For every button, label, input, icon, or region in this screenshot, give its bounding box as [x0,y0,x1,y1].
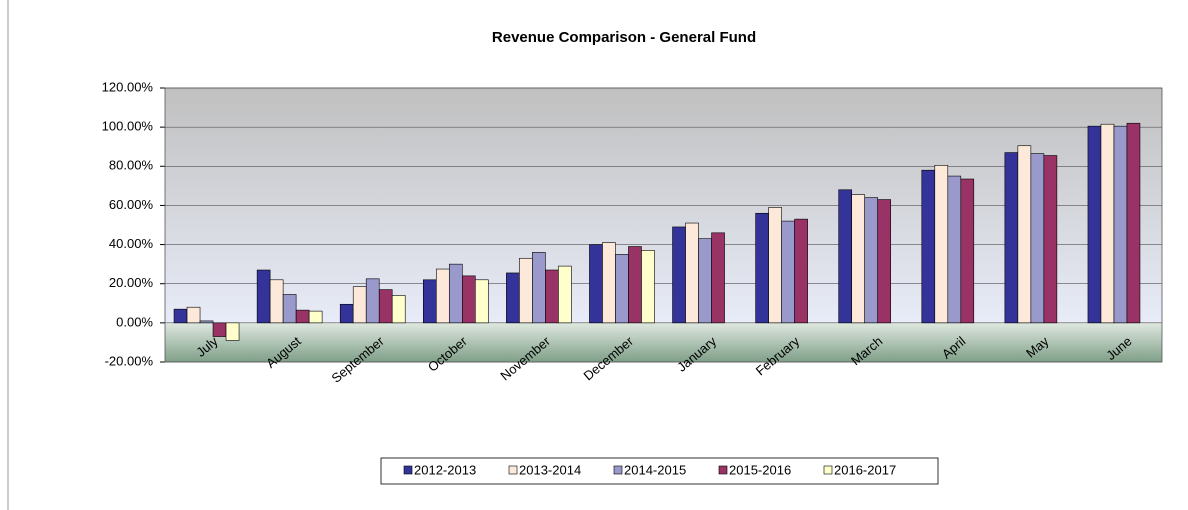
bar [1017,145,1032,324]
bar [339,303,354,324]
y-tick-label: 60.00% [109,197,154,212]
bar [1043,155,1058,324]
y-tick-label: 0.00% [116,314,153,329]
bar [435,268,450,324]
y-tick-label: -20.00% [105,353,154,368]
bar [282,294,297,324]
bar [711,232,725,324]
legend-label: 2014-2015 [624,462,686,477]
bar [173,308,188,324]
bar [1004,152,1019,324]
bar [1113,125,1128,324]
bar [781,220,795,324]
bar [545,269,559,324]
bar [947,175,962,324]
plot-border [164,87,1163,363]
bar [1100,123,1115,324]
bar [365,278,380,324]
bar [308,310,323,324]
bar [838,189,853,324]
bar [768,207,782,324]
bar [1126,122,1141,324]
bar [864,197,879,324]
bar [921,169,936,324]
bar [685,222,699,324]
legend-label: 2013-2014 [519,462,581,477]
bar [755,212,769,324]
bar [1030,153,1045,324]
bar [532,252,546,324]
bar [212,322,227,337]
legend-swatch [508,465,518,475]
bar [877,199,892,324]
bar [461,275,476,324]
y-tick-label: 120.00% [102,79,154,94]
legend-label: 2015-2016 [729,462,791,477]
bar [672,226,686,324]
legend-swatch [718,465,728,475]
bar [1087,125,1102,324]
legend-swatch [823,465,833,475]
bar [960,178,975,324]
bar [519,257,533,324]
bar [378,289,393,324]
bar [558,265,572,324]
y-tick-label: 100.00% [102,119,154,134]
legend-swatch [403,465,413,475]
bar [506,272,520,324]
bar [698,238,712,324]
bar [474,279,489,324]
bar [352,286,367,324]
bar [602,242,616,324]
bar [934,165,949,324]
bar [641,250,655,324]
bar [628,246,642,324]
bar [448,263,463,324]
legend-label: 2016-2017 [834,462,896,477]
y-tick-label: 40.00% [109,236,154,251]
bar [851,194,866,324]
y-tick-label: 20.00% [109,275,154,290]
chart-title: Revenue Comparison - General Fund [492,29,756,46]
bar [794,218,808,324]
bar [422,279,437,324]
bar [186,306,201,324]
bar [225,322,240,341]
legend-swatch [613,465,623,475]
y-tick-label: 80.00% [109,158,154,173]
bar [589,244,603,324]
bar [391,295,406,324]
legend-label: 2012-2013 [414,462,476,477]
bar [295,309,310,324]
bar [269,279,284,324]
plot-area-negative [165,322,1162,362]
legend-box [380,457,939,485]
bar [199,320,214,324]
bar [256,269,271,324]
bar [615,254,629,324]
